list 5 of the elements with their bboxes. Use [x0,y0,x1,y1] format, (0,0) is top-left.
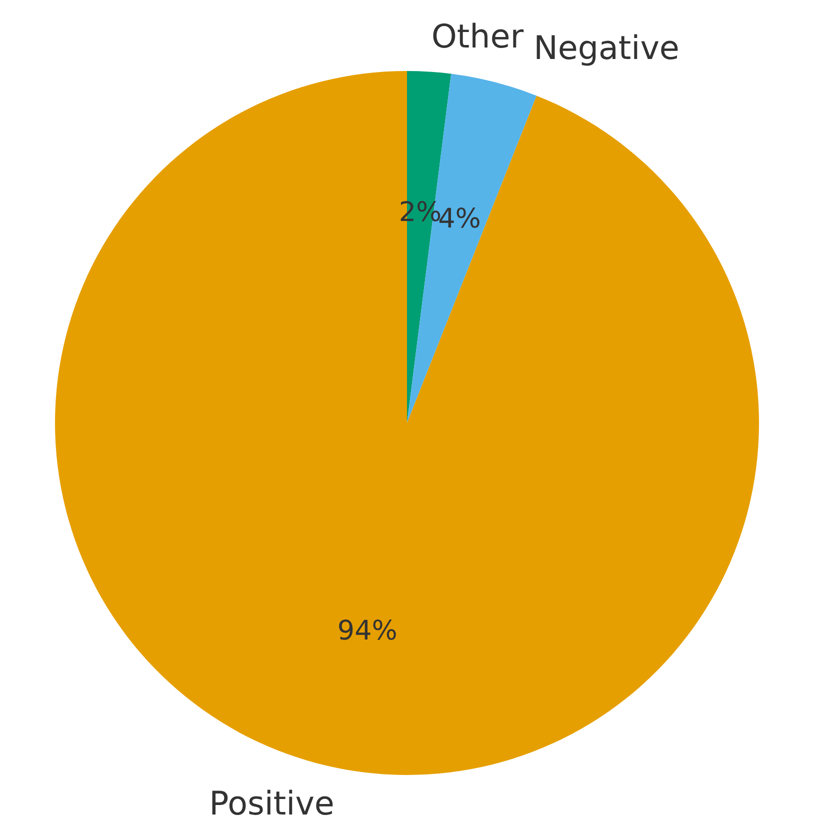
data-label: 4% [438,202,481,234]
data-label: 94% [337,614,398,646]
slice-label: Other [431,18,524,56]
slice-label: Negative [534,28,680,67]
slice-label: Positive [209,784,334,822]
